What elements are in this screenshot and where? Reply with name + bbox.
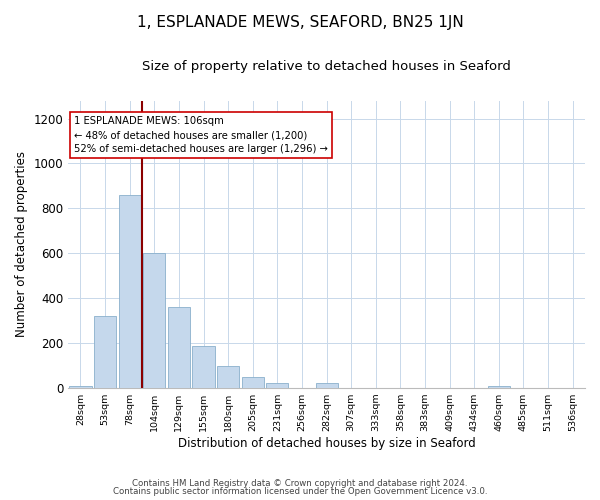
Bar (488, 386, 510, 388)
X-axis label: Distribution of detached houses by size in Seaford: Distribution of detached houses by size … (178, 437, 475, 450)
Title: Size of property relative to detached houses in Seaford: Size of property relative to detached ho… (142, 60, 511, 73)
Bar (70, 386, 92, 388)
Bar (193, 346, 215, 388)
Text: 1 ESPLANADE MEWS: 106sqm
← 48% of detached houses are smaller (1,200)
52% of sem: 1 ESPLANADE MEWS: 106sqm ← 48% of detach… (74, 116, 328, 154)
Bar (94, 316, 116, 388)
Bar (119, 195, 141, 388)
Bar (316, 384, 338, 388)
Text: Contains HM Land Registry data © Crown copyright and database right 2024.: Contains HM Land Registry data © Crown c… (132, 478, 468, 488)
Text: 1, ESPLANADE MEWS, SEAFORD, BN25 1JN: 1, ESPLANADE MEWS, SEAFORD, BN25 1JN (137, 15, 463, 30)
Text: Contains public sector information licensed under the Open Government Licence v3: Contains public sector information licen… (113, 487, 487, 496)
Bar (143, 253, 166, 388)
Bar (217, 366, 239, 388)
Y-axis label: Number of detached properties: Number of detached properties (15, 152, 28, 338)
Bar (168, 307, 190, 388)
Bar (242, 378, 264, 388)
Bar (266, 383, 289, 388)
